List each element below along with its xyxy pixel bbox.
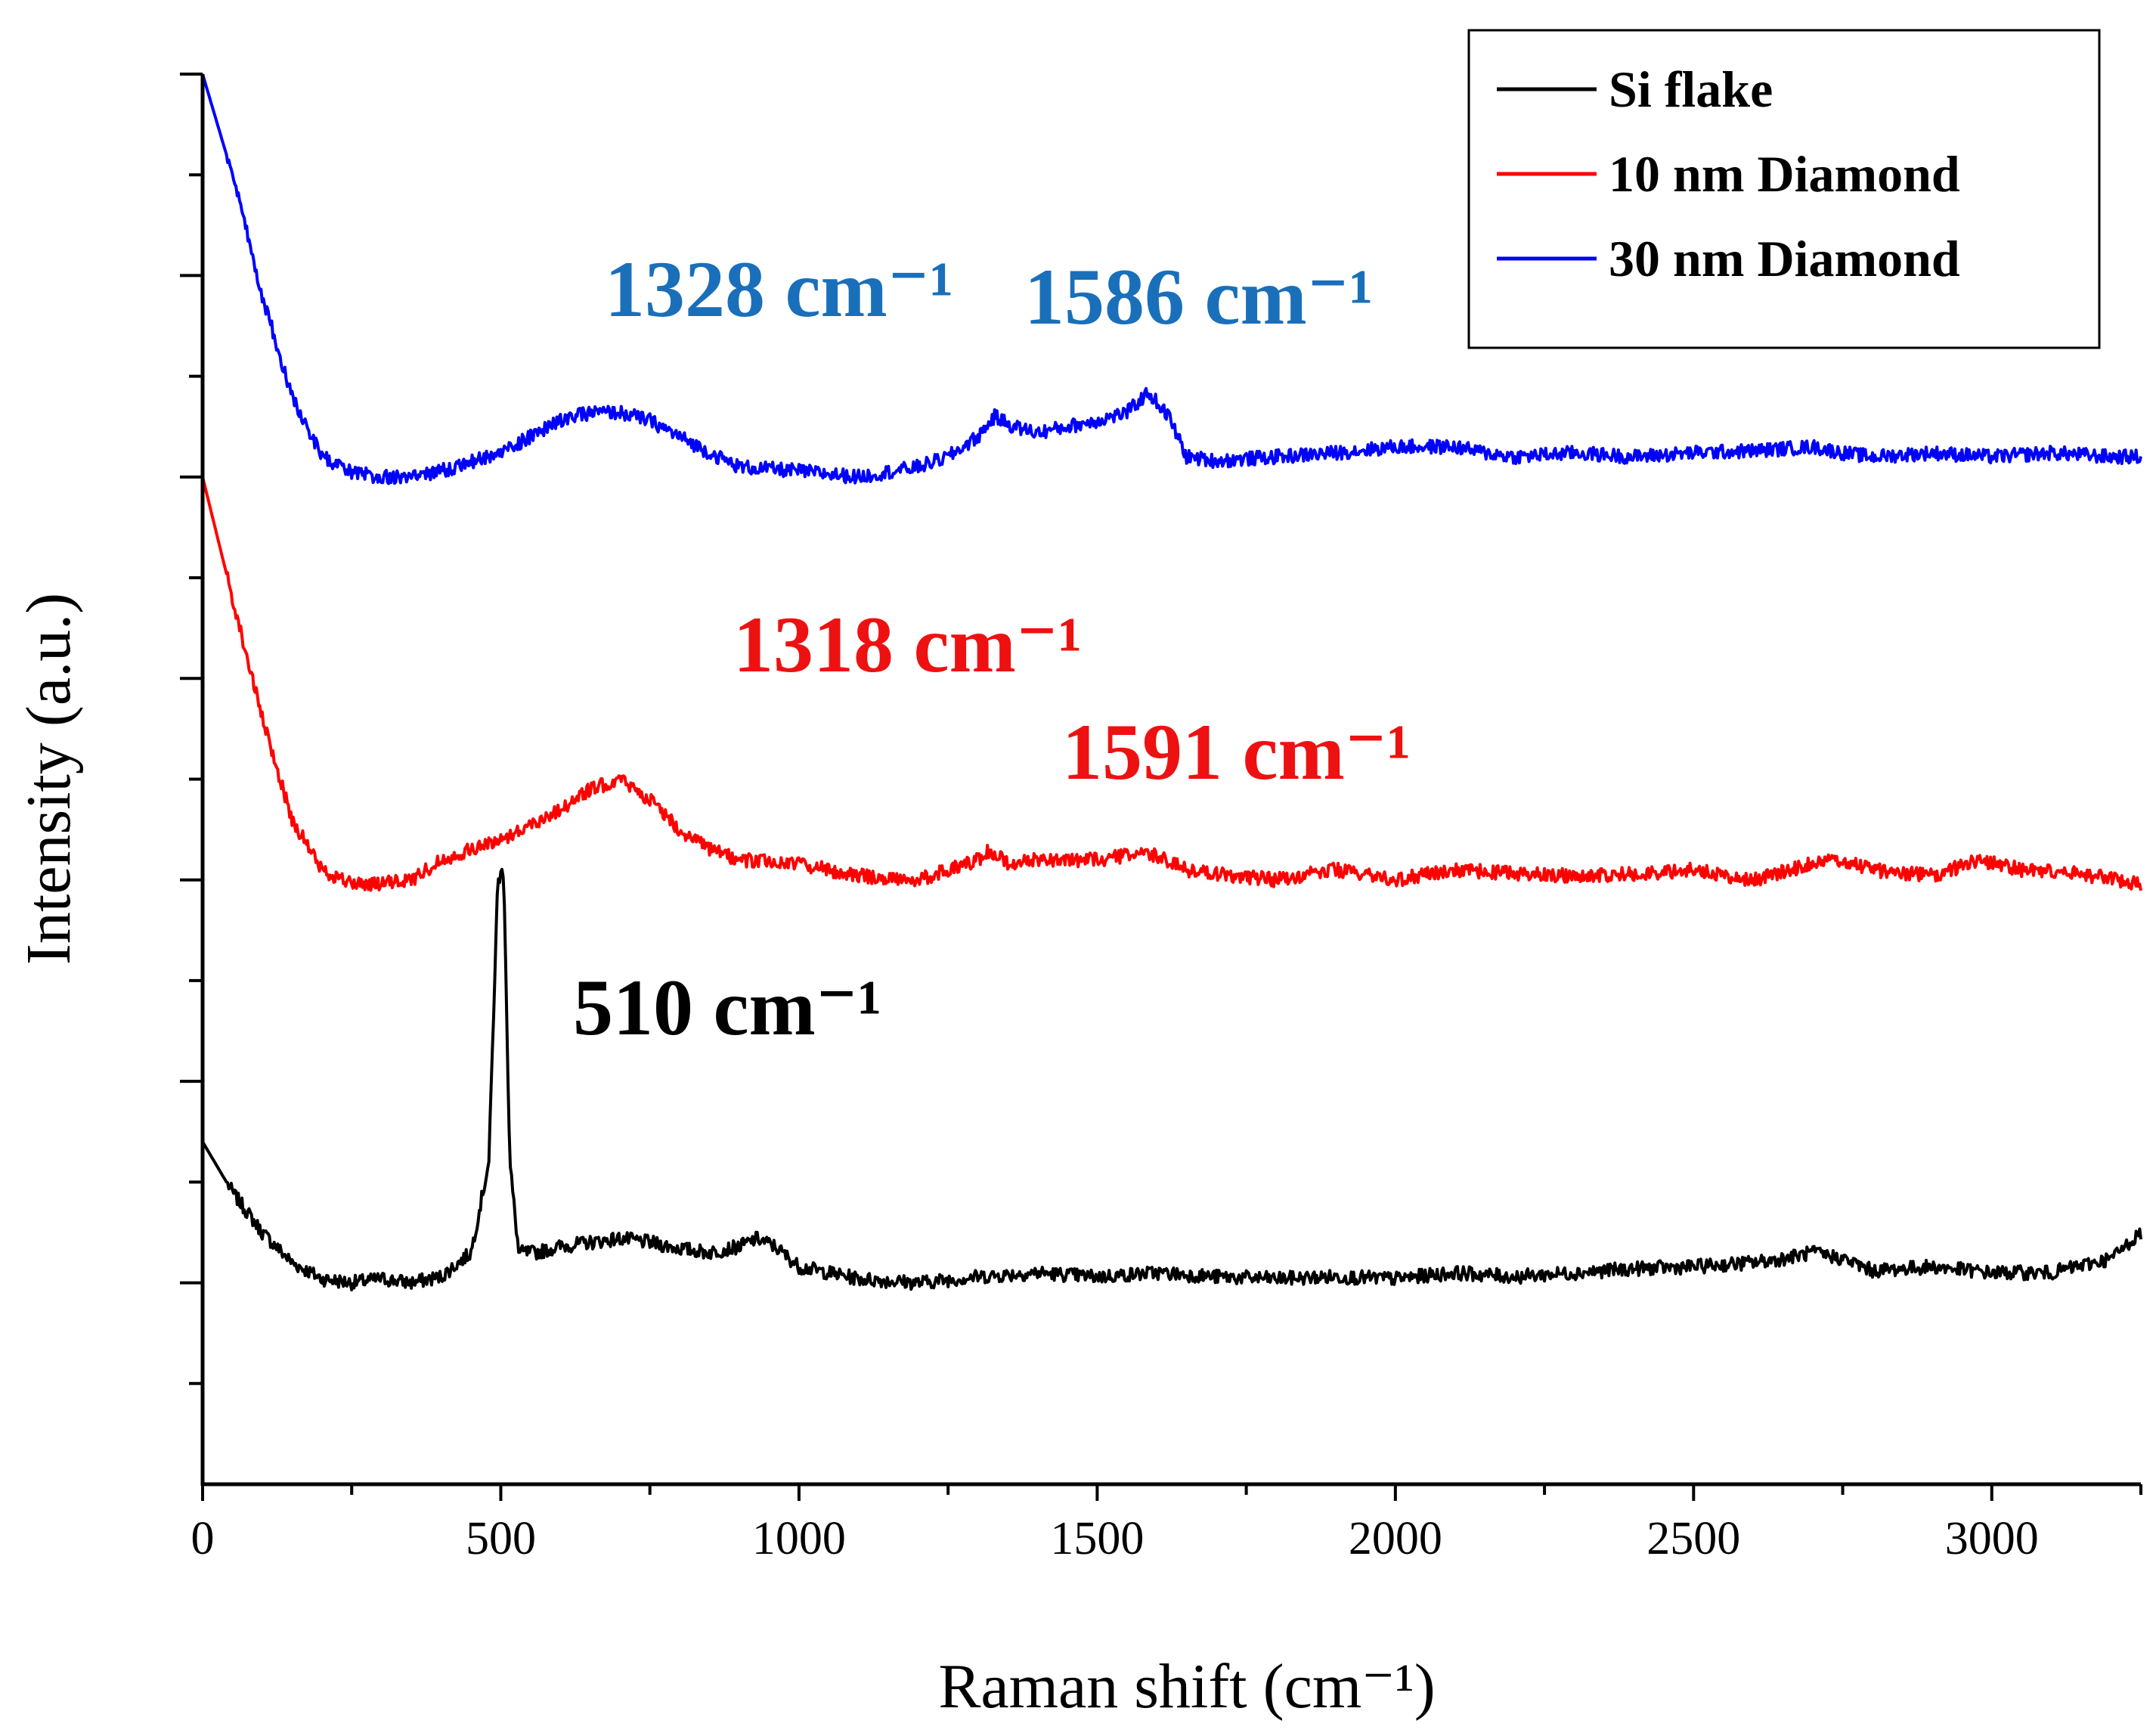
x-tick-label: 0 — [191, 1513, 215, 1564]
x-tick-label: 1500 — [1050, 1513, 1144, 1564]
legend-label-30nm: 30 nm Diamond — [1609, 230, 1960, 287]
x-tick-label: 3000 — [1945, 1513, 2039, 1564]
legend: Si flake 10 nm Diamond 30 nm Diamond — [1467, 29, 2101, 349]
x-tick-label: 1000 — [752, 1513, 846, 1564]
legend-label-10nm: 10 nm Diamond — [1609, 145, 1960, 203]
x-tick-label: 2000 — [1349, 1513, 1442, 1564]
annotation-1318: 1318 cm⁻¹ — [733, 600, 1083, 689]
y-ticks — [180, 73, 203, 1385]
series-line-30-nm-diamond — [201, 73, 2142, 485]
annotation-510: 510 cm⁻¹ — [573, 963, 882, 1052]
legend-label-si-flake: Si flake — [1609, 60, 1773, 118]
series-line-10-nm-diamond — [201, 476, 2142, 892]
series-layer — [201, 73, 2142, 1291]
annotation-1591: 1591 cm⁻¹ — [1062, 708, 1411, 796]
y-axis-title: Intensity (a.u.) — [14, 593, 84, 965]
x-ticks: 0 500 1000 1500 2000 2500 3000 — [191, 1484, 2142, 1564]
annotation-1328: 1328 cm⁻¹ — [605, 245, 954, 333]
x-tick-label: 2500 — [1646, 1513, 1740, 1564]
x-axis-title: Raman shift (cm⁻¹) — [938, 1651, 1435, 1722]
x-tick-label: 500 — [466, 1513, 536, 1564]
annotation-1586: 1586 cm⁻¹ — [1024, 253, 1374, 341]
legend-box — [1467, 29, 2101, 349]
series-line-si-flake — [201, 867, 2142, 1291]
